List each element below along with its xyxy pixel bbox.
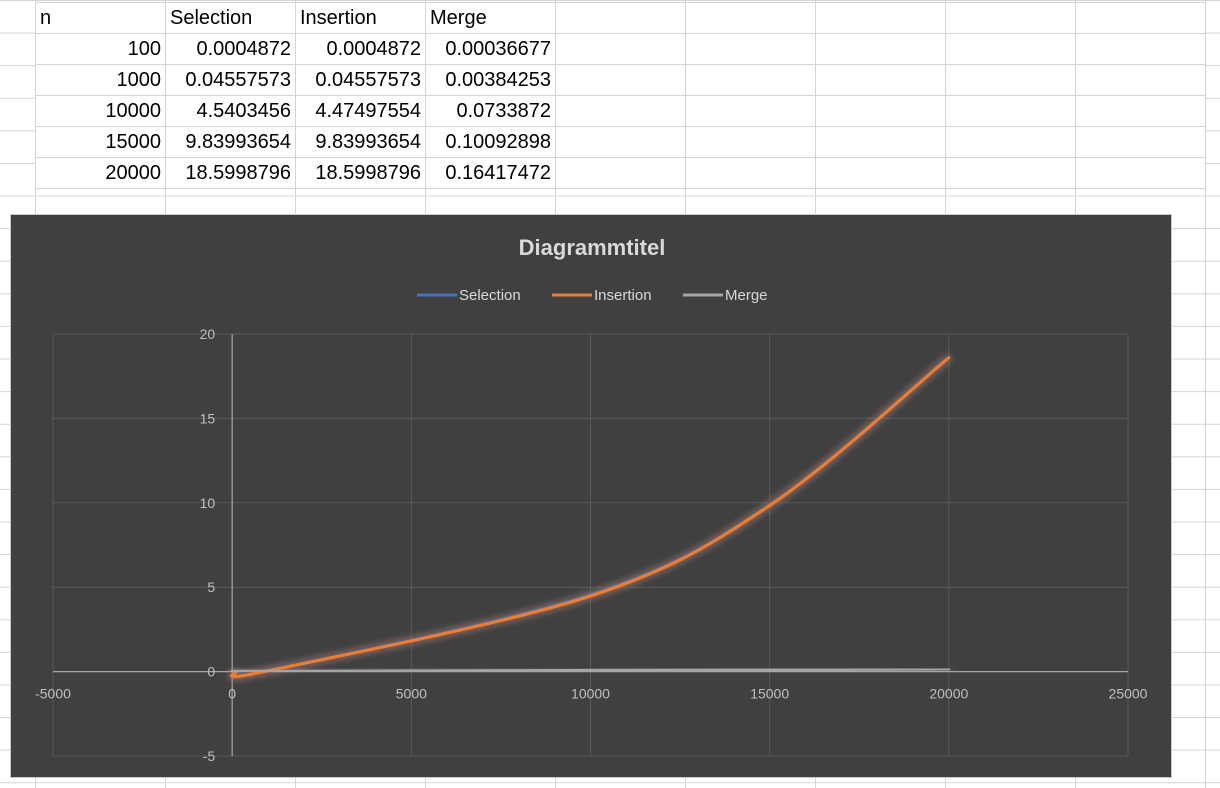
table-cell[interactable] — [945, 95, 1076, 127]
legend-label-selection: Selection — [459, 287, 521, 304]
table-cell[interactable] — [555, 64, 686, 96]
header-cell[interactable] — [945, 2, 1076, 34]
table-row: 15000 9.83993654 9.83993654 0.10092898 — [35, 126, 1206, 158]
table-cell[interactable]: 1000 — [35, 64, 166, 96]
table-cell[interactable]: 100 — [35, 33, 166, 65]
table-cell[interactable]: 9.83993654 — [165, 126, 296, 158]
plot-area: -5000 0 5000 10000 15000 20000 25000 -5 0 5 10 15 20 — [35, 326, 1148, 764]
chart-svg: Diagrammtitel Selection Insertion Merge -5… — [35, 235, 1148, 764]
table-row: 100 0.0004872 0.0004872 0.00036677 — [35, 33, 1206, 65]
table-cell[interactable]: 9.83993654 — [295, 126, 426, 158]
x-tick-label: 0 — [228, 686, 236, 702]
table-cell[interactable] — [555, 95, 686, 127]
y-tick-label: 10 — [200, 495, 216, 511]
table-cell[interactable] — [685, 126, 816, 158]
x-tick-label: 20000 — [929, 686, 968, 702]
x-tick-label: 5000 — [396, 686, 427, 702]
x-tick-label: 15000 — [750, 686, 789, 702]
chart-legend: Selection Insertion Merge — [417, 287, 768, 304]
table-cell[interactable]: 20000 — [35, 157, 166, 189]
table-header-row: n Selection Insertion Merge — [35, 2, 1206, 34]
y-tick-label: -5 — [203, 748, 216, 764]
table-cell[interactable] — [1075, 64, 1206, 96]
chart[interactable]: Diagrammtitel Selection Insertion Merge -5… — [10, 214, 1172, 778]
x-tick-label: -5000 — [35, 686, 71, 702]
table-cell[interactable] — [815, 64, 946, 96]
table-cell[interactable] — [815, 126, 946, 158]
header-cell[interactable]: n — [35, 2, 166, 34]
table-cell[interactable]: 18.5998796 — [295, 157, 426, 189]
table-cell[interactable] — [945, 33, 1076, 65]
table-cell[interactable] — [945, 64, 1076, 96]
header-cell[interactable] — [1075, 2, 1206, 34]
table-cell[interactable]: 15000 — [35, 126, 166, 158]
header-cell[interactable] — [815, 2, 946, 34]
table-cell[interactable]: 0.00384253 — [425, 64, 556, 96]
data-table: n Selection Insertion Merge 100 0.0004872 0.00… — [35, 2, 1206, 189]
header-cell[interactable]: Merge — [425, 2, 556, 34]
table-row: 10000 4.5403456 4.47497554 0.0733872 — [35, 95, 1206, 127]
table-cell[interactable] — [685, 157, 816, 189]
table-cell[interactable] — [945, 157, 1076, 189]
table-cell[interactable] — [1075, 157, 1206, 189]
table-cell[interactable]: 0.16417472 — [425, 157, 556, 189]
table-cell[interactable]: 0.0733872 — [425, 95, 556, 127]
legend-label-insertion: Insertion — [594, 287, 652, 304]
table-row: 20000 18.5998796 18.5998796 0.16417472 — [35, 157, 1206, 189]
table-cell[interactable] — [685, 64, 816, 96]
x-tick-label: 10000 — [571, 686, 610, 702]
table-cell[interactable]: 0.10092898 — [425, 126, 556, 158]
table-cell[interactable] — [815, 95, 946, 127]
table-cell[interactable] — [815, 33, 946, 65]
header-cell[interactable] — [555, 2, 686, 34]
table-cell[interactable]: 10000 — [35, 95, 166, 127]
legend-label-merge: Merge — [725, 287, 768, 304]
table-cell[interactable] — [945, 126, 1076, 158]
header-cell[interactable]: Insertion — [295, 2, 426, 34]
table-cell[interactable] — [555, 157, 686, 189]
x-tick-label: 25000 — [1109, 686, 1148, 702]
table-cell[interactable] — [555, 33, 686, 65]
table-cell[interactable]: 4.5403456 — [165, 95, 296, 127]
table-cell[interactable] — [1075, 33, 1206, 65]
table-cell[interactable]: 4.47497554 — [295, 95, 426, 127]
table-cell[interactable]: 0.00036677 — [425, 33, 556, 65]
table-cell[interactable] — [1075, 126, 1206, 158]
table-cell[interactable] — [685, 95, 816, 127]
y-tick-label: 15 — [200, 410, 216, 426]
table-cell[interactable] — [1075, 95, 1206, 127]
table-cell[interactable]: 0.04557573 — [295, 64, 426, 96]
y-tick-label: 5 — [207, 579, 215, 595]
table-cell[interactable]: 0.04557573 — [165, 64, 296, 96]
table-cell[interactable]: 0.0004872 — [295, 33, 426, 65]
y-tick-label: 20 — [200, 326, 216, 342]
table-cell[interactable] — [815, 157, 946, 189]
table-cell[interactable] — [685, 33, 816, 65]
header-cell[interactable] — [685, 2, 816, 34]
y-tick-label: 0 — [207, 664, 215, 680]
table-cell[interactable]: 0.0004872 — [165, 33, 296, 65]
header-cell[interactable]: Selection — [165, 2, 296, 34]
table-cell[interactable] — [555, 126, 686, 158]
table-cell[interactable]: 18.5998796 — [165, 157, 296, 189]
chart-title: Diagrammtitel — [519, 235, 666, 260]
table-row: 1000 0.04557573 0.04557573 0.00384253 — [35, 64, 1206, 96]
series-line-merge — [230, 667, 951, 674]
